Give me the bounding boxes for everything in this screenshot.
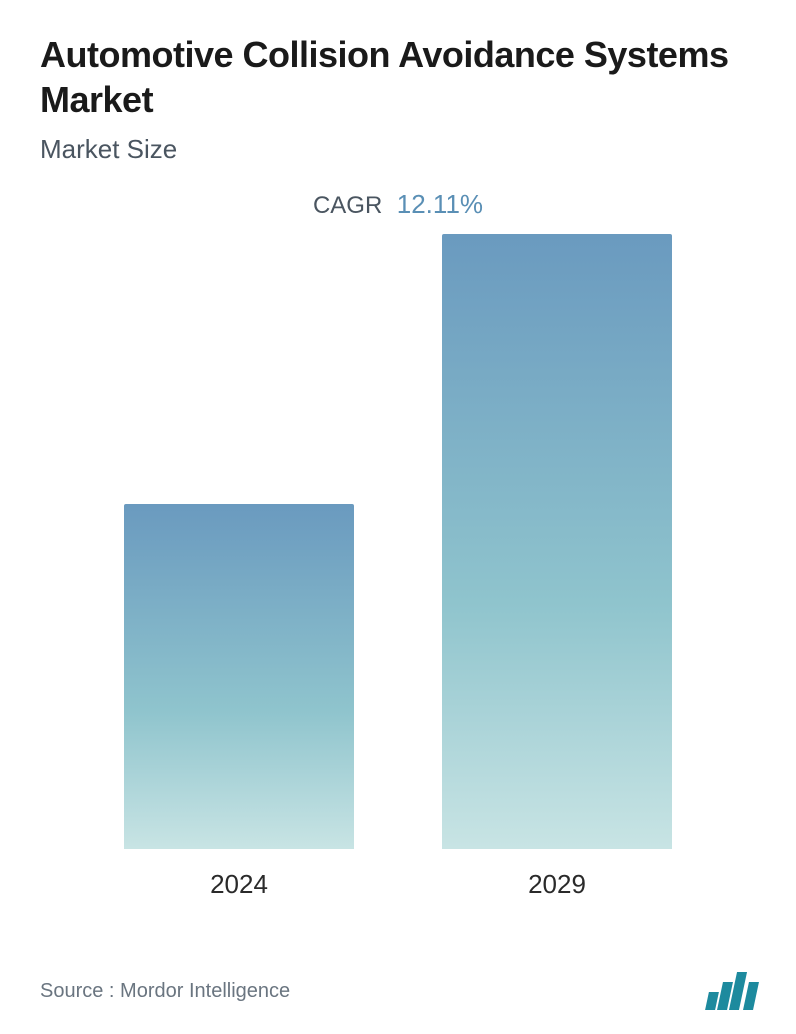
x-label-0: 2024 (210, 869, 268, 900)
chart-title: Automotive Collision Avoidance Systems M… (40, 32, 756, 122)
footer: Source : Mordor Intelligence (40, 972, 756, 1010)
bar-2024 (124, 504, 354, 849)
cagr-value: 12.11% (397, 189, 483, 219)
source-value: Mordor Intelligence (120, 980, 290, 1002)
cagr-label: CAGR (313, 192, 382, 219)
chart-subtitle: Market Size (40, 134, 756, 165)
mordor-logo-icon (707, 972, 756, 1010)
source-text: Source : Mordor Intelligence (40, 980, 290, 1003)
bar-chart: 2024 2029 (40, 280, 756, 900)
logo-bar-3 (743, 982, 759, 1010)
cagr-row: CAGR 12.11% (40, 189, 756, 220)
bar-group-0: 2024 (109, 504, 369, 900)
bar-2029 (442, 234, 672, 849)
source-label: Source : (40, 980, 114, 1002)
x-label-1: 2029 (528, 869, 586, 900)
bar-group-1: 2029 (427, 234, 687, 900)
